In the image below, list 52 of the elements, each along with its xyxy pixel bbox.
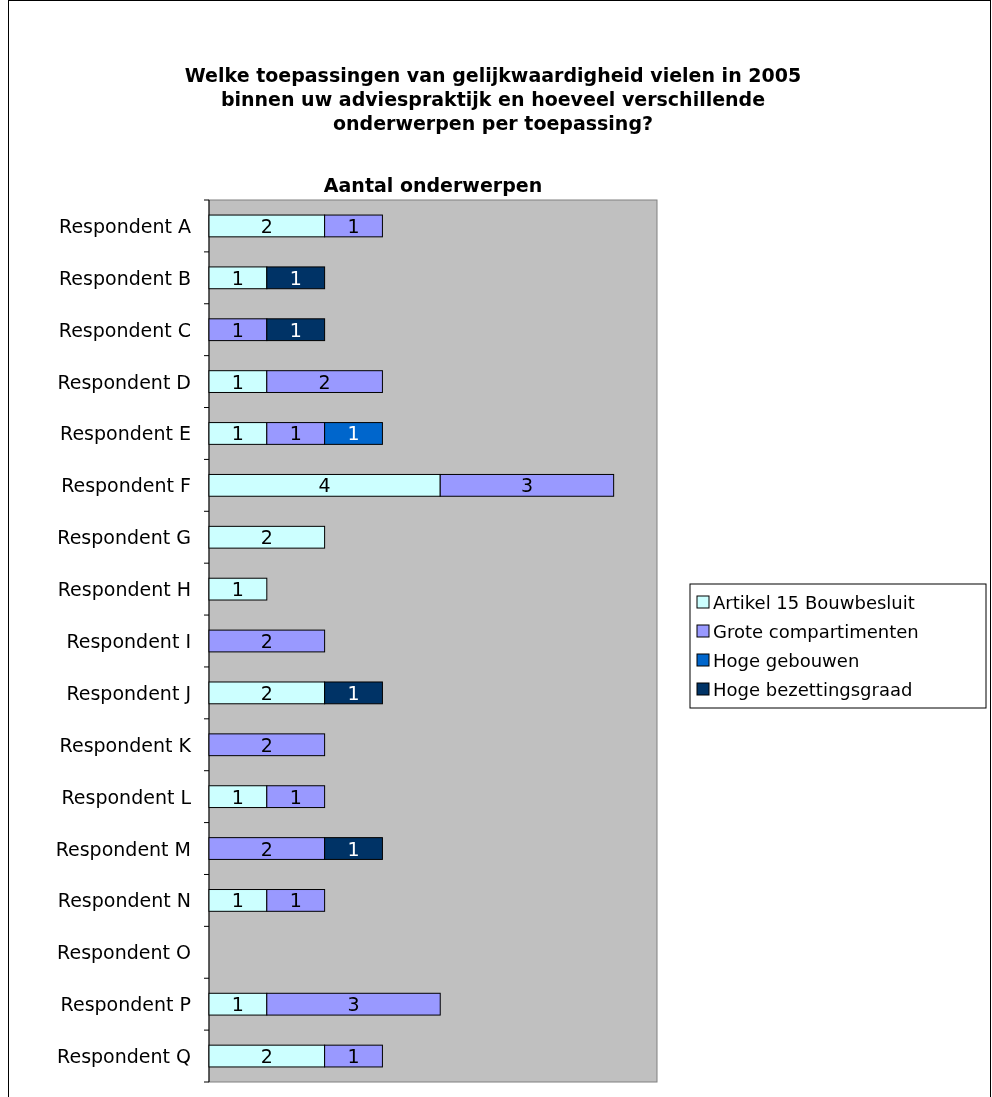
data-label: 1 xyxy=(231,422,244,445)
data-label: 1 xyxy=(347,214,360,237)
y-tick-label: Respondent P xyxy=(60,993,191,1016)
y-tick-label: Respondent D xyxy=(57,370,191,393)
data-label: 2 xyxy=(260,733,273,756)
y-tick-label: Respondent E xyxy=(60,422,191,445)
legend-label: Hoge gebouwen xyxy=(713,650,860,671)
y-tick-label: Respondent B xyxy=(59,266,191,289)
data-label: 2 xyxy=(260,681,273,704)
data-label: 2 xyxy=(260,837,273,860)
data-label: 2 xyxy=(260,214,273,237)
data-label: 3 xyxy=(347,993,360,1016)
data-label: 1 xyxy=(347,681,360,704)
y-tick-label: Respondent M xyxy=(55,837,191,860)
y-tick-label: Respondent G xyxy=(57,526,191,549)
data-label: 1 xyxy=(289,318,302,341)
data-label: 2 xyxy=(260,630,273,652)
legend-label: Grote compartimenten xyxy=(713,621,919,642)
y-tick-label: Respondent H xyxy=(57,578,191,601)
data-label: 1 xyxy=(231,578,244,601)
chart-subtitle: Aantal onderwerpen xyxy=(323,174,543,196)
y-tick-label: Respondent A xyxy=(59,214,191,237)
data-label: 1 xyxy=(289,422,302,445)
y-tick-label: Respondent C xyxy=(58,318,191,341)
legend-label: Hoge bezettingsgraad xyxy=(713,679,913,700)
data-label: 1 xyxy=(289,266,302,289)
y-tick-label: Respondent Q xyxy=(57,1045,191,1068)
legend-label: Artikel 15 Bouwbesluit xyxy=(713,592,915,613)
y-tick-label: Respondent N xyxy=(57,889,191,912)
data-label: 1 xyxy=(231,993,244,1016)
data-label: 1 xyxy=(231,318,244,341)
data-label: 1 xyxy=(231,785,244,808)
data-label: 4 xyxy=(318,474,331,497)
y-tick-label: Respondent I xyxy=(66,630,191,652)
data-label: 1 xyxy=(231,266,244,289)
y-tick-label: Respondent O xyxy=(57,941,191,964)
y-tick-label: Respondent J xyxy=(66,681,191,704)
data-label: 2 xyxy=(260,1045,273,1068)
y-tick-label: Respondent L xyxy=(61,785,192,808)
data-label: 1 xyxy=(231,370,244,393)
chart-title: Welke toepassingen van gelijkwaardigheid vielen in 2005 binnen uw adviespraktijk en hoeveel verschillende onderwerpen per toepassing? xyxy=(184,64,802,134)
y-tick-label: Respondent K xyxy=(59,733,192,756)
data-label: 2 xyxy=(260,526,273,549)
data-label: 1 xyxy=(231,889,244,912)
data-label: 1 xyxy=(289,785,302,808)
data-label: 3 xyxy=(520,474,533,497)
data-label: 1 xyxy=(347,1045,360,1068)
data-label: 1 xyxy=(347,837,360,860)
data-label: 2 xyxy=(318,370,331,393)
data-label: 1 xyxy=(289,889,302,912)
data-label: 1 xyxy=(347,422,360,445)
y-tick-label: Respondent F xyxy=(61,474,191,497)
